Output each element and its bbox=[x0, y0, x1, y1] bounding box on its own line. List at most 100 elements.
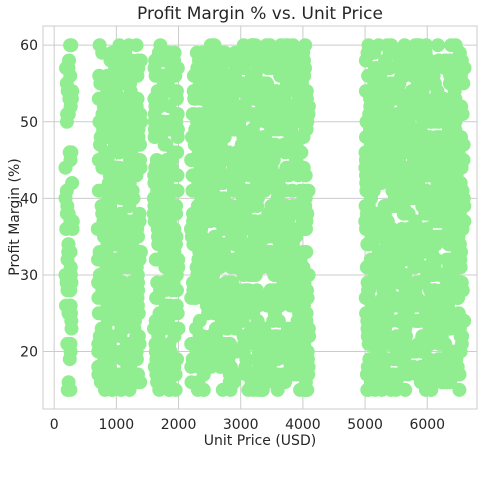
data-point bbox=[192, 313, 207, 328]
data-point bbox=[233, 229, 247, 244]
data-point bbox=[272, 260, 287, 275]
data-point bbox=[240, 53, 255, 68]
data-point bbox=[225, 214, 240, 229]
data-point bbox=[407, 122, 422, 137]
data-point bbox=[301, 99, 316, 114]
data-point bbox=[268, 352, 283, 367]
data-point bbox=[108, 268, 123, 282]
data-point bbox=[126, 191, 141, 206]
data-point bbox=[161, 237, 176, 252]
data-point bbox=[62, 352, 77, 367]
data-point bbox=[156, 183, 171, 198]
data-point bbox=[281, 283, 296, 298]
data-point bbox=[450, 290, 465, 305]
data-point bbox=[293, 382, 308, 397]
data-point bbox=[370, 91, 385, 106]
data-point bbox=[212, 68, 227, 83]
data-point bbox=[248, 367, 263, 382]
data-point bbox=[163, 199, 178, 213]
data-point bbox=[433, 298, 448, 313]
data-point bbox=[226, 183, 241, 198]
data-point bbox=[198, 61, 213, 76]
data-point bbox=[149, 153, 164, 167]
data-point bbox=[247, 153, 262, 167]
data-point bbox=[255, 229, 270, 244]
data-point bbox=[208, 130, 223, 145]
data-point bbox=[195, 45, 210, 60]
data-point bbox=[63, 145, 78, 160]
data-point bbox=[205, 38, 220, 53]
data-point bbox=[290, 130, 305, 145]
data-point bbox=[399, 359, 414, 374]
data-point bbox=[436, 153, 450, 167]
data-point bbox=[112, 91, 127, 106]
data-point bbox=[422, 352, 436, 367]
data-point bbox=[290, 359, 305, 374]
data-point bbox=[97, 229, 111, 244]
data-point bbox=[361, 336, 376, 351]
data-point bbox=[215, 206, 230, 221]
data-point bbox=[384, 382, 399, 397]
data-point bbox=[377, 206, 392, 221]
data-point bbox=[157, 313, 172, 328]
data-point bbox=[358, 53, 373, 68]
data-point bbox=[408, 229, 423, 244]
data-point bbox=[456, 153, 471, 167]
data-point bbox=[426, 68, 441, 83]
data-point bbox=[398, 268, 413, 282]
data-point bbox=[275, 222, 290, 236]
data-point bbox=[440, 268, 455, 282]
data-point bbox=[379, 290, 394, 305]
data-point bbox=[389, 91, 404, 106]
data-point bbox=[261, 61, 276, 76]
data-point bbox=[268, 137, 283, 152]
data-point bbox=[373, 344, 387, 359]
data-point bbox=[170, 183, 185, 198]
data-point bbox=[416, 107, 431, 122]
x-tick-label: 0 bbox=[50, 417, 59, 433]
x-tick-label: 1000 bbox=[99, 417, 135, 433]
data-point bbox=[361, 214, 376, 229]
data-point bbox=[134, 114, 149, 129]
data-point bbox=[236, 344, 251, 359]
data-point bbox=[434, 191, 449, 206]
data-point bbox=[425, 329, 440, 344]
data-point bbox=[273, 298, 287, 313]
data-point bbox=[156, 344, 171, 359]
data-point bbox=[392, 336, 407, 351]
data-point bbox=[301, 321, 316, 336]
data-point bbox=[214, 336, 229, 351]
data-point bbox=[199, 298, 214, 313]
data-point bbox=[263, 84, 278, 99]
data-point bbox=[415, 153, 430, 167]
data-point bbox=[284, 268, 299, 282]
data-point bbox=[196, 153, 211, 167]
data-point bbox=[441, 122, 456, 137]
data-point bbox=[218, 313, 233, 328]
data-point bbox=[63, 68, 78, 83]
data-point bbox=[114, 191, 129, 206]
data-point bbox=[263, 283, 278, 298]
data-point bbox=[451, 176, 466, 190]
data-point bbox=[286, 206, 301, 221]
data-point bbox=[91, 367, 106, 382]
data-point bbox=[374, 168, 389, 183]
data-point bbox=[372, 229, 387, 244]
data-point bbox=[290, 222, 305, 236]
data-point bbox=[398, 382, 413, 397]
data-point bbox=[124, 367, 139, 382]
data-point bbox=[150, 222, 165, 236]
data-point bbox=[374, 61, 389, 76]
data-point bbox=[264, 199, 279, 213]
data-point bbox=[199, 336, 214, 351]
data-point bbox=[184, 153, 199, 167]
data-point bbox=[98, 275, 113, 290]
data-point bbox=[446, 99, 461, 114]
data-point bbox=[268, 45, 283, 60]
data-point bbox=[244, 329, 259, 344]
y-axis-label: Profit Margin (%) bbox=[7, 158, 23, 275]
data-point bbox=[154, 114, 169, 129]
data-point bbox=[106, 237, 121, 252]
data-point bbox=[215, 382, 230, 397]
data-point bbox=[278, 145, 293, 160]
